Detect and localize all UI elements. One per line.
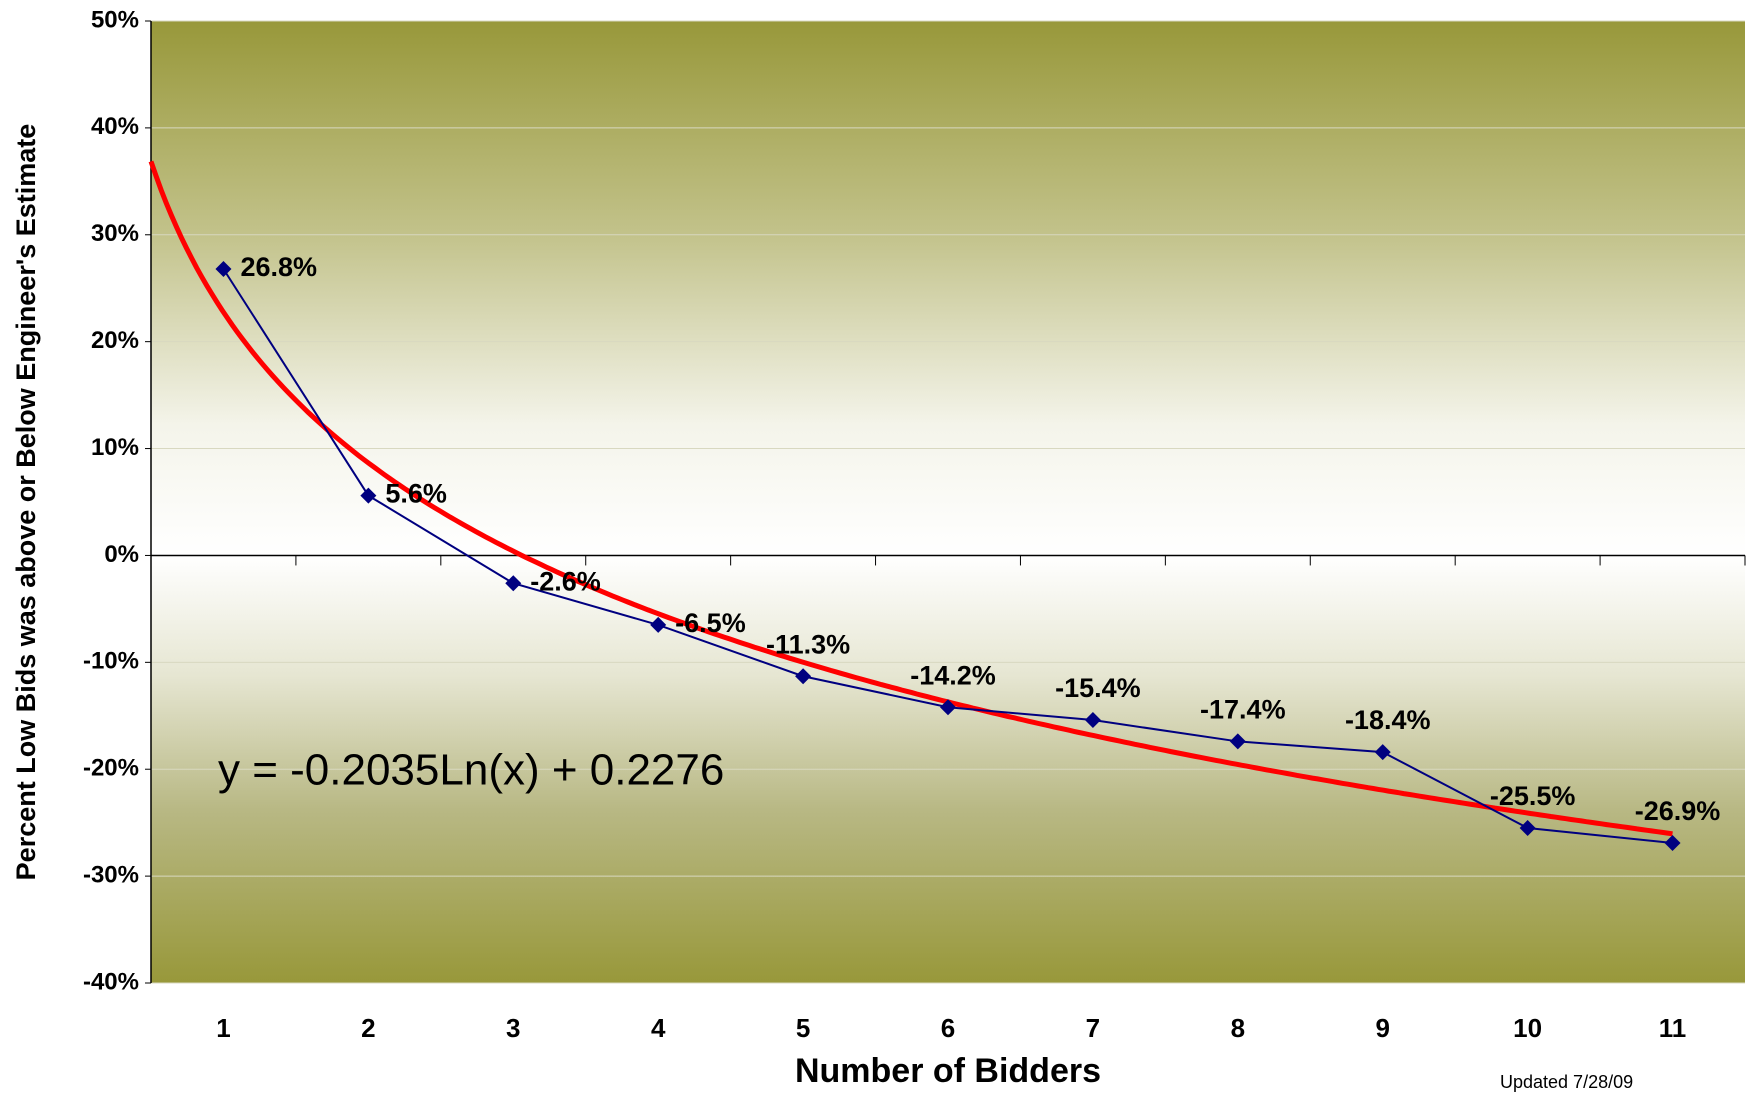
y-tick-label: 10% xyxy=(91,434,139,461)
data-label: 26.8% xyxy=(240,252,317,282)
x-tick-label: 2 xyxy=(361,1013,375,1043)
data-label: -14.2% xyxy=(910,660,996,690)
data-label: -6.5% xyxy=(675,608,746,638)
x-tick-label: 5 xyxy=(796,1013,810,1043)
data-point xyxy=(360,487,377,504)
data-point xyxy=(1374,744,1391,761)
data-label: -26.9% xyxy=(1635,796,1721,826)
y-tick-label: -30% xyxy=(83,861,139,888)
plot-area xyxy=(151,21,1745,983)
trendline-equation: y = -0.2035Ln(x) + 0.2276 xyxy=(218,746,724,795)
y-tick-label: 40% xyxy=(91,113,139,140)
y-tick-label: 20% xyxy=(91,327,139,354)
data-label: -25.5% xyxy=(1490,781,1576,811)
data-point xyxy=(940,699,956,716)
data-label: 5.6% xyxy=(385,479,447,509)
y-tick-label: -10% xyxy=(83,648,139,675)
x-tick-label: 6 xyxy=(941,1013,955,1043)
x-tick-label: 10 xyxy=(1513,1013,1542,1043)
x-tick-label: 3 xyxy=(506,1013,520,1043)
data-point xyxy=(795,668,812,685)
y-tick-label: -20% xyxy=(83,755,139,782)
x-axis-title: Number of Bidders xyxy=(795,1052,1101,1090)
data-label: -17.4% xyxy=(1200,695,1286,725)
data-label: -2.6% xyxy=(530,566,601,596)
x-tick-label: 4 xyxy=(651,1013,666,1043)
trendline xyxy=(148,160,1673,837)
data-label: -15.4% xyxy=(1055,673,1141,703)
y-tick-label: 0% xyxy=(104,541,139,568)
data-point xyxy=(505,575,522,592)
y-tick-label: 50% xyxy=(91,6,139,33)
data-point xyxy=(1519,820,1536,837)
data-point xyxy=(1664,834,1681,851)
x-tick-label: 1 xyxy=(216,1013,230,1043)
data-label: -18.4% xyxy=(1345,705,1431,735)
y-tick-label: -40% xyxy=(83,968,139,995)
y-tick-label: 30% xyxy=(91,220,139,247)
y-axis-title: Percent Low Bids was above or Below Engi… xyxy=(11,124,41,881)
x-tick-label: 7 xyxy=(1086,1013,1100,1043)
data-point xyxy=(1084,712,1101,729)
x-tick-label: 9 xyxy=(1375,1013,1389,1043)
data-label: -11.3% xyxy=(766,629,850,659)
data-point xyxy=(1229,733,1246,750)
data-point xyxy=(215,260,232,277)
x-tick-label: 11 xyxy=(1659,1013,1687,1043)
footnote: Updated 7/28/09 xyxy=(1500,1072,1633,1092)
data-point xyxy=(650,616,667,633)
x-tick-label: 8 xyxy=(1231,1013,1245,1043)
